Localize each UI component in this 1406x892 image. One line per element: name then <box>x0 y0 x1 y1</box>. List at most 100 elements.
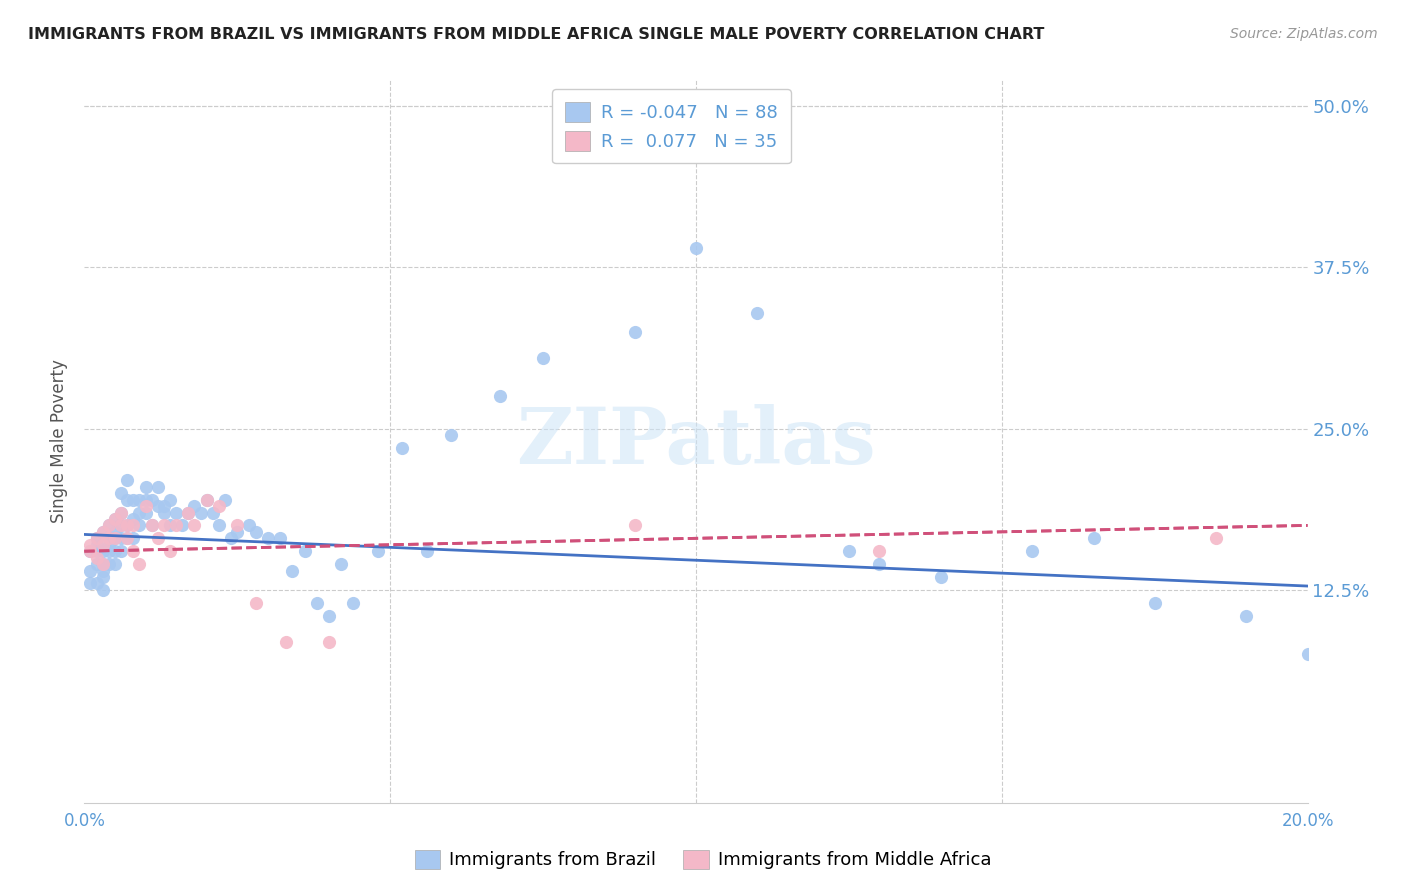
Point <box>226 524 249 539</box>
Point <box>141 492 163 507</box>
Point <box>97 518 120 533</box>
Point <box>165 518 187 533</box>
Point <box>245 596 267 610</box>
Y-axis label: Single Male Poverty: Single Male Poverty <box>51 359 69 524</box>
Text: 20.0%: 20.0% <box>1281 812 1334 830</box>
Point <box>159 492 181 507</box>
Point <box>146 531 169 545</box>
Point <box>165 506 187 520</box>
Point <box>342 596 364 610</box>
Point <box>531 351 554 365</box>
Point <box>110 531 132 545</box>
Point <box>122 518 145 533</box>
Point <box>91 524 114 539</box>
Point <box>153 518 176 533</box>
Point <box>91 538 114 552</box>
Point <box>214 492 236 507</box>
Point <box>91 557 114 571</box>
Point <box>869 557 891 571</box>
Point <box>104 512 127 526</box>
Point <box>110 486 132 500</box>
Point <box>226 518 249 533</box>
Point <box>110 518 132 533</box>
Point <box>122 544 145 558</box>
Point <box>159 518 181 533</box>
Point <box>79 564 101 578</box>
Point <box>86 544 108 558</box>
Point <box>104 531 127 545</box>
Point <box>135 506 157 520</box>
Point <box>219 531 242 545</box>
Point <box>416 544 439 558</box>
Point <box>208 499 231 513</box>
Point <box>929 570 952 584</box>
Point <box>135 480 157 494</box>
Point <box>79 544 101 558</box>
Point <box>190 506 212 520</box>
Point <box>201 506 224 520</box>
Point <box>104 512 127 526</box>
Point <box>141 518 163 533</box>
Point <box>97 538 120 552</box>
Point <box>91 570 114 584</box>
Point <box>86 538 108 552</box>
Point <box>104 531 127 545</box>
Point <box>624 518 647 533</box>
Point <box>128 518 150 533</box>
Point <box>318 608 340 623</box>
Point <box>128 506 150 520</box>
Legend: Immigrants from Brazil, Immigrants from Middle Africa: Immigrants from Brazil, Immigrants from … <box>406 841 1000 879</box>
Text: ZIPatlas: ZIPatlas <box>516 403 876 480</box>
Point <box>391 441 413 455</box>
Point <box>238 518 260 533</box>
Point <box>135 499 157 513</box>
Point <box>1205 531 1227 545</box>
Point <box>97 544 120 558</box>
Point <box>128 557 150 571</box>
Point <box>91 557 114 571</box>
Point <box>195 492 218 507</box>
Point <box>195 492 218 507</box>
Text: 0.0%: 0.0% <box>63 812 105 830</box>
Point <box>110 506 132 520</box>
Point <box>208 518 231 533</box>
Point <box>97 531 120 545</box>
Text: IMMIGRANTS FROM BRAZIL VS IMMIGRANTS FROM MIDDLE AFRICA SINGLE MALE POVERTY CORR: IMMIGRANTS FROM BRAZIL VS IMMIGRANTS FRO… <box>28 27 1045 42</box>
Point <box>141 518 163 533</box>
Point <box>838 544 860 558</box>
Point <box>97 531 120 545</box>
Point <box>318 634 340 648</box>
Point <box>1296 648 1319 662</box>
Point <box>91 524 114 539</box>
Point <box>146 499 169 513</box>
Point <box>257 531 280 545</box>
Legend: R = -0.047   N = 88, R =  0.077   N = 35: R = -0.047 N = 88, R = 0.077 N = 35 <box>553 89 790 163</box>
Point <box>104 544 127 558</box>
Point <box>91 544 114 558</box>
Point <box>440 428 463 442</box>
Point <box>685 241 707 255</box>
Point <box>135 492 157 507</box>
Point <box>86 531 108 545</box>
Point <box>128 492 150 507</box>
Point <box>1021 544 1043 558</box>
Point <box>294 544 316 558</box>
Point <box>122 492 145 507</box>
Text: Source: ZipAtlas.com: Source: ZipAtlas.com <box>1230 27 1378 41</box>
Point <box>115 531 138 545</box>
Point <box>367 544 389 558</box>
Point <box>624 325 647 339</box>
Point <box>104 524 127 539</box>
Point <box>91 582 114 597</box>
Point <box>489 389 512 403</box>
Point <box>269 531 291 545</box>
Point <box>86 576 108 591</box>
Point <box>104 557 127 571</box>
Point <box>86 550 108 565</box>
Point <box>79 538 101 552</box>
Point <box>146 480 169 494</box>
Point <box>276 634 298 648</box>
Point <box>110 518 132 533</box>
Point <box>153 499 176 513</box>
Point <box>183 499 205 513</box>
